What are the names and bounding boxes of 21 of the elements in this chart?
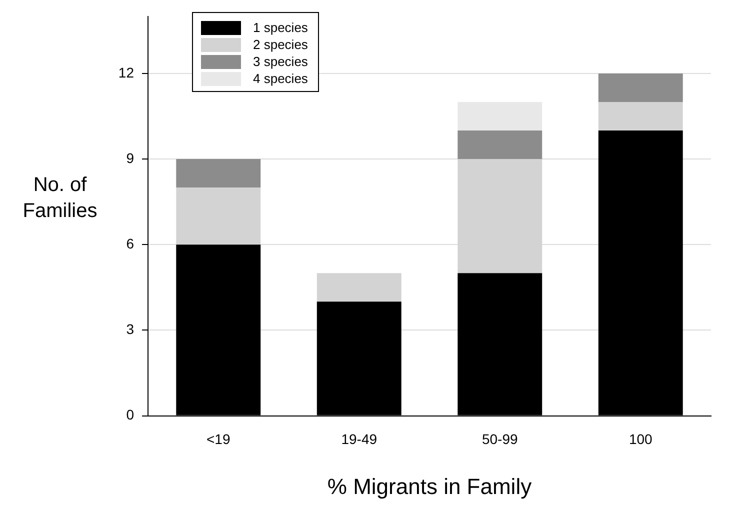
- y-tick-label: 9: [126, 150, 134, 166]
- bar: [598, 73, 683, 102]
- bar: [458, 102, 542, 131]
- legend-label: 2 species: [253, 37, 308, 52]
- legend-label: 3 species: [253, 54, 308, 69]
- x-tick-label: 100: [628, 431, 653, 448]
- bar: [458, 130, 542, 160]
- y-tick-label: 12: [118, 64, 134, 80]
- x-tick-label: <19: [206, 431, 230, 448]
- y-tick-label: 6: [126, 235, 134, 252]
- legend-label: 4 species: [253, 71, 308, 86]
- bar: [598, 102, 683, 131]
- x-axis-title: % Migrants in Family: [327, 474, 532, 499]
- bar: [316, 273, 402, 302]
- bar: [176, 159, 261, 188]
- y-tick-label: 0: [126, 406, 134, 423]
- x-tick-label: 19-49: [341, 431, 378, 448]
- y-axis-title: No. of Families: [22, 173, 98, 224]
- y-tick-label: 3: [126, 321, 134, 338]
- legend-label: 1 species: [253, 20, 308, 35]
- x-tick-label: 50-99: [482, 431, 518, 448]
